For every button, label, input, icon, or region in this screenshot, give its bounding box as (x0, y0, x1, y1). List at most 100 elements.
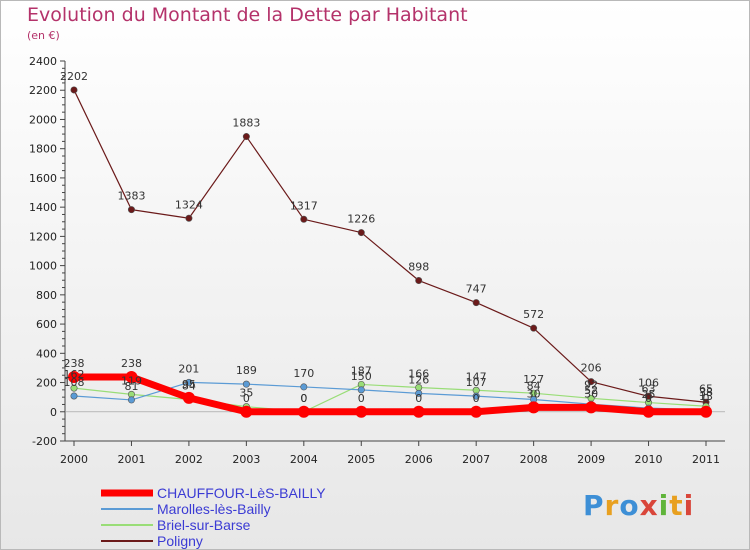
data-label-briel: 187 (351, 364, 372, 377)
data-label-briel: 0 (300, 392, 307, 405)
data-label-marolles: 126 (408, 373, 429, 386)
data-label-chauffour: 238 (121, 357, 142, 370)
data-label-chauffour: 0 (358, 392, 365, 405)
x-tick-label: 2011 (692, 453, 720, 466)
data-label-poligny: 572 (523, 308, 544, 321)
y-tick-label: 1200 (29, 230, 57, 243)
data-point-chauffour (585, 401, 598, 414)
series-layer (68, 86, 712, 418)
data-label-briel: 127 (523, 373, 544, 386)
data-point-poligny (127, 206, 135, 214)
data-point-chauffour (125, 370, 138, 383)
chart-title: Evolution du Montant de la Dette par Hab… (27, 4, 468, 26)
logo-letter: t (669, 489, 684, 522)
data-point-chauffour (240, 405, 253, 418)
data-point-marolles (415, 389, 423, 397)
logo-letter: x (639, 489, 659, 522)
series-line-poligny (73, 89, 707, 403)
data-label-briel: 119 (121, 374, 142, 387)
y-tick-label: 200 (36, 377, 57, 390)
data-point-marolles (472, 392, 480, 400)
y-tick-label: 2200 (29, 84, 57, 97)
data-point-chauffour (470, 405, 483, 418)
data-label-marolles: 52 (584, 384, 598, 397)
x-tick-label: 2004 (290, 453, 318, 466)
data-label-poligny: 2202 (60, 70, 88, 83)
data-label-briel: 84 (182, 379, 196, 392)
legend-label-briel: Briel-sur-Barse (157, 517, 251, 533)
data-point-poligny (587, 378, 595, 386)
data-label-chauffour: 0 (415, 392, 422, 405)
y-tick-label: 400 (36, 347, 57, 360)
data-point-chauffour (700, 405, 712, 418)
y-tick-label: 0 (50, 406, 57, 419)
data-point-poligny (185, 214, 193, 222)
legend-label-marolles: Marolles-lès-Bailly (157, 501, 271, 517)
series-line-chauffour (74, 373, 706, 416)
data-label-marolles: 84 (527, 379, 541, 392)
y-tick-label: 1800 (29, 143, 57, 156)
data-label-marolles: 201 (178, 362, 199, 375)
data-label-poligny: 206 (581, 362, 602, 375)
data-label-chauffour: 0 (473, 392, 480, 405)
data-label-poligny: 1883 (232, 117, 260, 130)
data-label-briel: 166 (408, 368, 429, 381)
x-tick-label: 2003 (232, 453, 260, 466)
data-label-poligny: 898 (408, 261, 429, 274)
data-point-marolles (242, 380, 250, 388)
data-point-marolles (357, 386, 365, 394)
x-tick-label: 2002 (175, 453, 203, 466)
x-tick-label: 2005 (347, 453, 375, 466)
data-label-poligny: 1383 (117, 190, 145, 203)
data-point-chauffour (527, 401, 540, 414)
data-label-poligny: 1324 (175, 198, 203, 211)
data-point-poligny (242, 133, 250, 141)
y-tick-label: 1600 (29, 172, 57, 185)
y-tick-label: 2400 (29, 55, 57, 68)
x-tick-label: 2007 (462, 453, 490, 466)
data-point-marolles (127, 396, 135, 404)
data-point-chauffour (297, 405, 310, 418)
data-label-briel: 147 (466, 370, 487, 383)
x-tick-label: 2008 (520, 453, 548, 466)
data-point-poligny (357, 229, 365, 237)
data-point-chauffour (642, 405, 655, 418)
data-point-marolles (70, 392, 78, 400)
data-point-poligny (300, 215, 308, 223)
data-label-marolles: 81 (124, 380, 138, 393)
y-tick-label: 600 (36, 318, 57, 331)
data-label-poligny: 65 (699, 382, 713, 395)
data-label-chauffour: 95 (182, 378, 196, 391)
logo-letter: i (683, 489, 695, 522)
data-point-chauffour (68, 370, 80, 383)
y-tick-label: -200 (32, 435, 57, 448)
data-point-poligny (70, 86, 78, 94)
data-label-briel: 35 (239, 387, 253, 400)
y-tick-label: 1000 (29, 260, 57, 273)
data-point-chauffour (355, 405, 368, 418)
data-label-poligny: 747 (466, 283, 487, 296)
chart-unit-subtitle: (en €) (27, 29, 60, 42)
x-tick-label: 2001 (117, 453, 145, 466)
y-tick-label: 2000 (29, 113, 57, 126)
x-tick-label: 2010 (635, 453, 663, 466)
data-label-poligny: 106 (638, 376, 659, 389)
x-tick-label: 2006 (405, 453, 433, 466)
data-point-poligny (530, 324, 538, 332)
chart-legend: CHAUFFOUR-LèS-BAILLYMarolles-lès-BaillyB… (101, 485, 326, 549)
data-label-briel: 38 (699, 386, 713, 399)
data-label-marolles: 108 (64, 376, 85, 389)
logo-letter: P (583, 489, 605, 522)
data-label-chauffour: 0 (300, 392, 307, 405)
data-label-chauffour: 0 (645, 392, 652, 405)
legend-label-poligny: Poligny (157, 533, 203, 549)
data-label-marolles: 170 (293, 367, 314, 380)
data-point-poligny (472, 299, 480, 307)
x-tick-label: 2009 (577, 453, 605, 466)
data-point-marolles (185, 378, 193, 386)
data-label-marolles: 25 (642, 388, 656, 401)
logo-letter: i (658, 489, 670, 522)
